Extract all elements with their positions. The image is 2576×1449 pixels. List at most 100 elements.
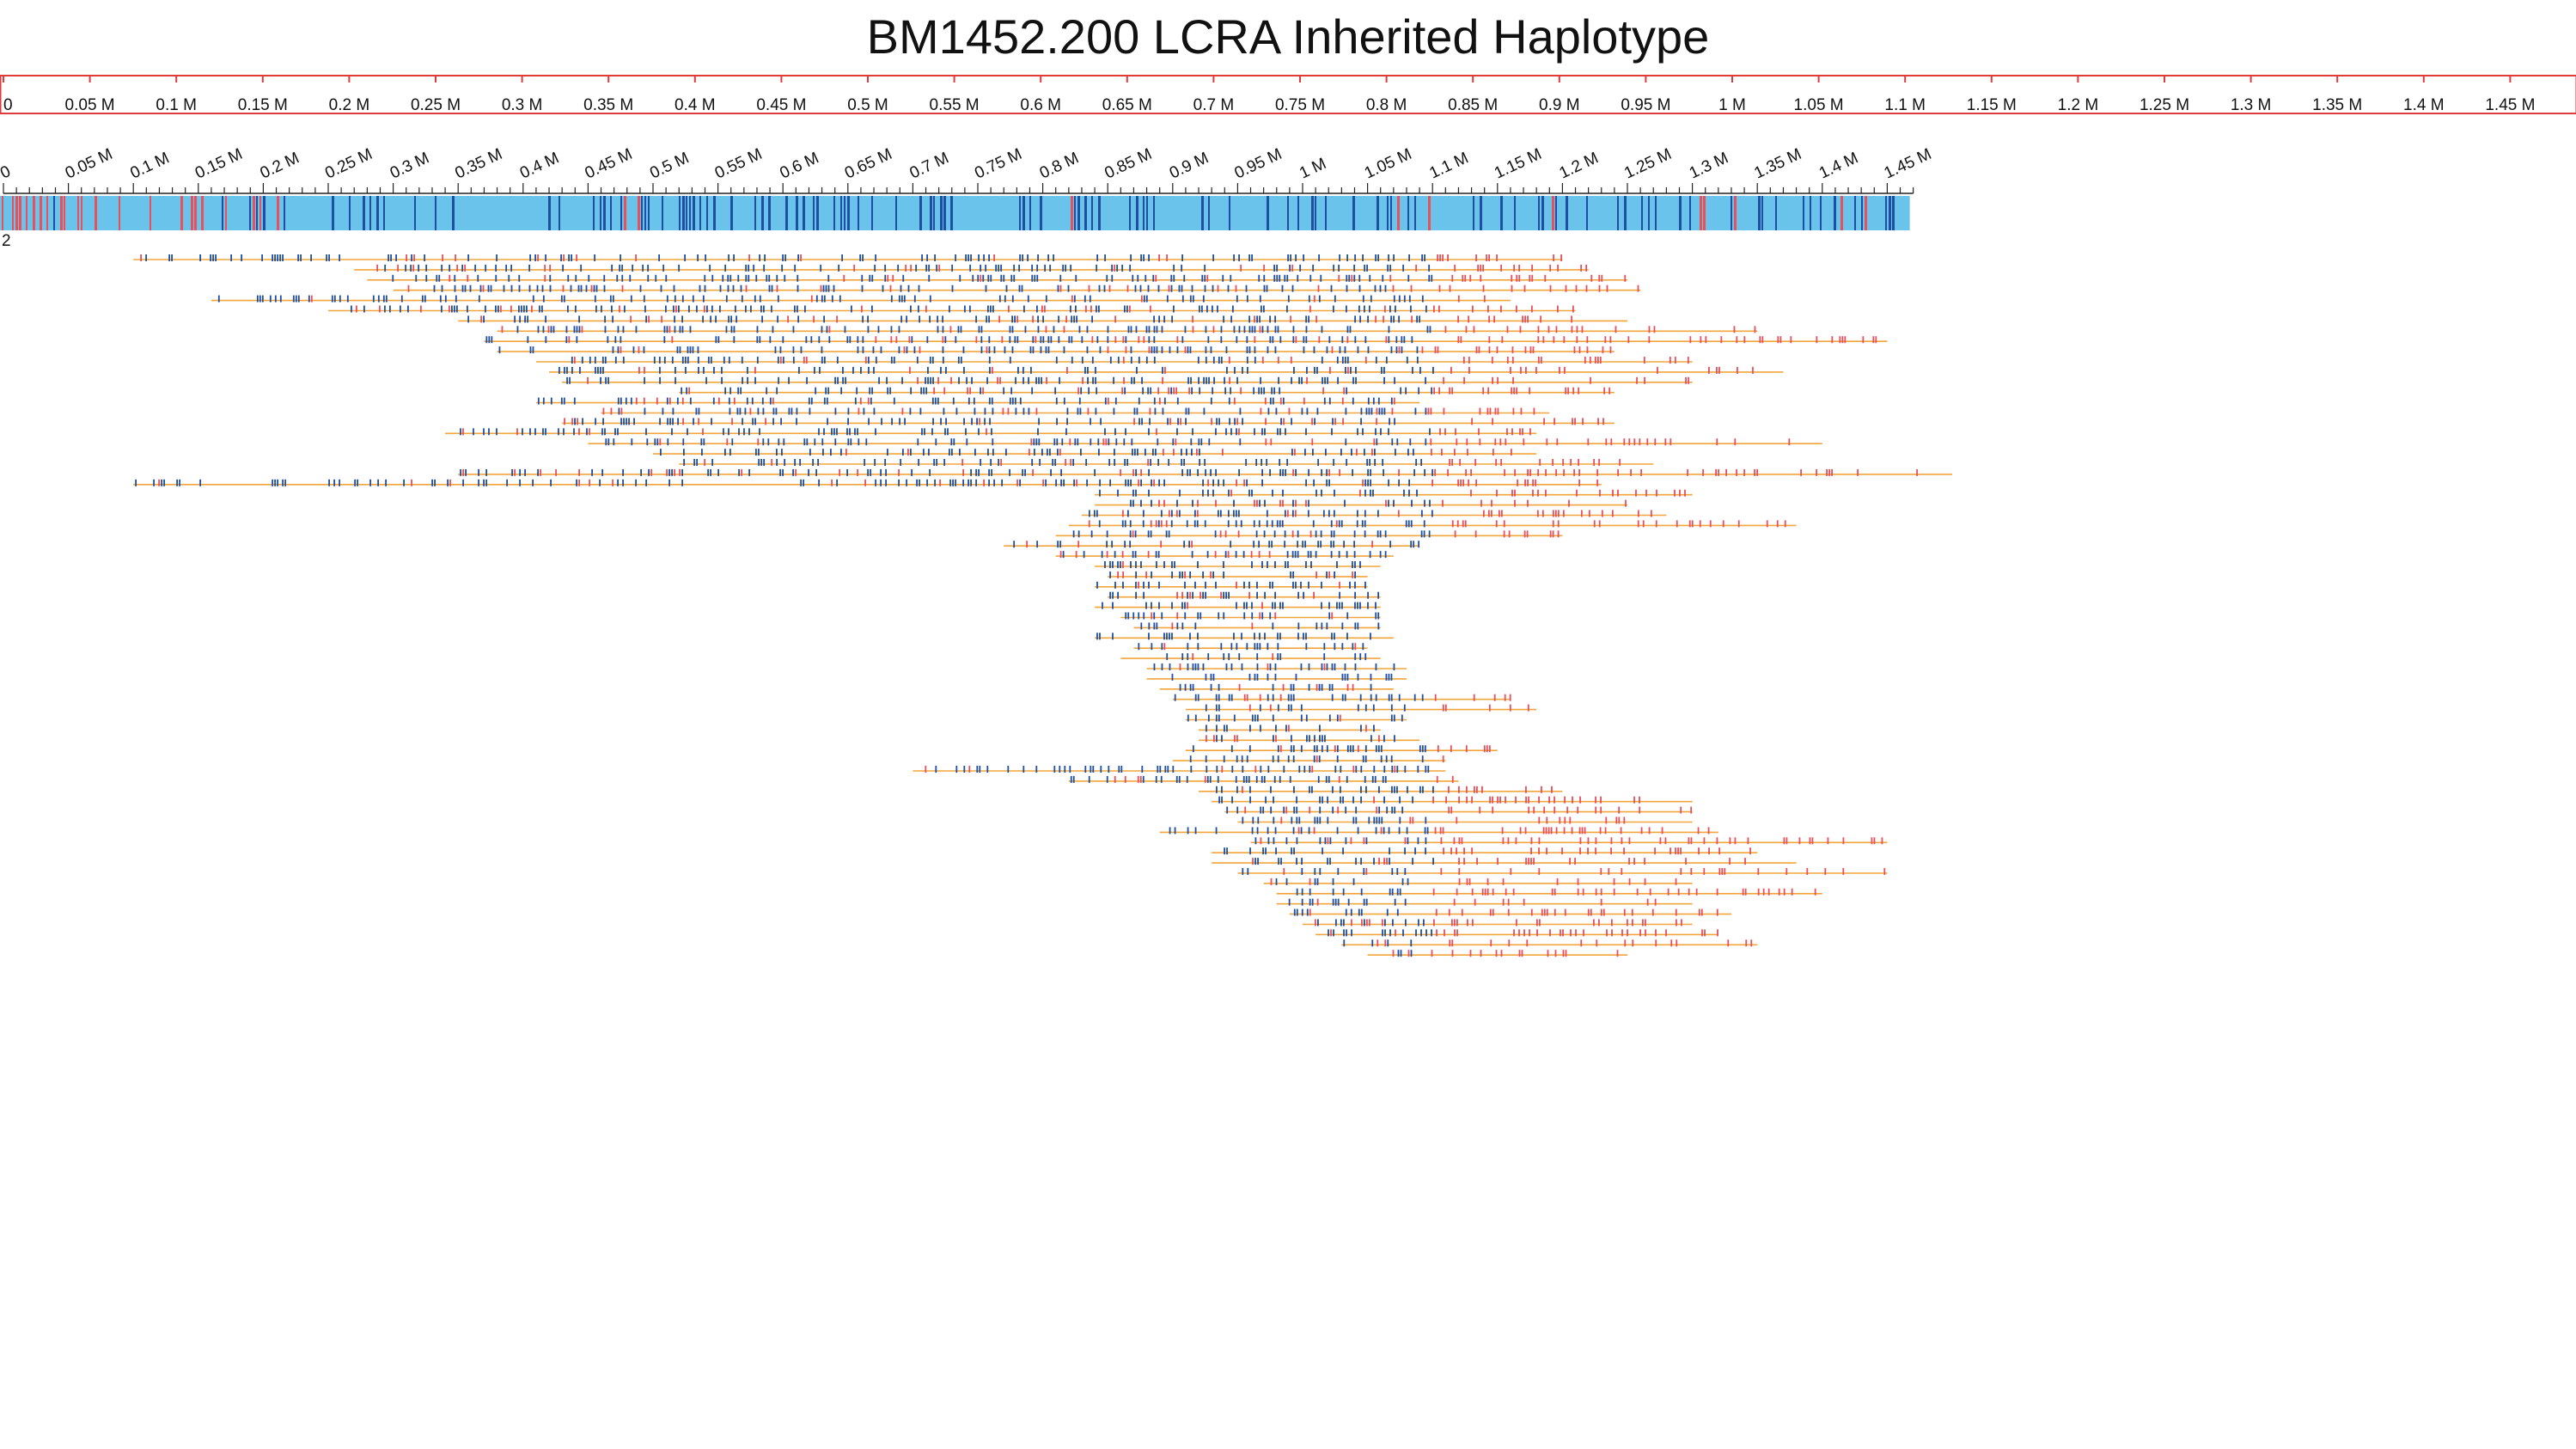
read-variant-tick (1258, 520, 1261, 528)
read-variant-tick (1328, 336, 1331, 344)
read-variant-tick (1665, 929, 1667, 937)
read-variant-tick (1698, 908, 1700, 916)
read-variant-tick (547, 326, 550, 333)
haplotype-bar-fill (0, 196, 1910, 230)
read-variant-tick (1395, 449, 1396, 456)
read-variant-tick (1166, 254, 1168, 261)
read-variant-tick (1492, 418, 1493, 425)
read-variant-tick (1145, 295, 1148, 303)
read-variant-tick (1273, 775, 1276, 783)
read-variant-tick (772, 407, 775, 415)
read-variant-tick (576, 336, 578, 344)
read-variant-tick (1596, 939, 1598, 947)
read-variant-tick (831, 295, 833, 303)
read-variant-tick (1499, 438, 1502, 446)
read-variant-tick (1697, 827, 1700, 835)
read-variant-tick (1124, 387, 1126, 394)
read-variant-tick (1346, 274, 1348, 282)
read-variant-tick (1407, 449, 1409, 456)
read-variant-tick (681, 387, 683, 394)
read-variant-tick (496, 428, 497, 436)
read-variant-tick (1416, 489, 1418, 497)
read-variant-tick (1246, 346, 1248, 354)
read-variant-tick (1221, 735, 1223, 743)
read-variant-tick (951, 284, 954, 292)
read-variant-tick (1172, 438, 1175, 446)
read-variant-tick (1022, 254, 1023, 261)
read-variant-tick (1487, 305, 1489, 313)
read-variant-tick (1560, 929, 1561, 937)
read-variant-tick (1315, 571, 1317, 578)
read-variant-tick (1251, 561, 1253, 568)
read-variant-tick (702, 315, 704, 323)
read-variant-tick (1420, 510, 1423, 517)
read-variant-tick (1011, 295, 1014, 303)
read-variant-tick (1203, 407, 1206, 415)
read-variant-tick (612, 479, 613, 486)
read-variant-tick (1150, 305, 1151, 313)
read-variant-tick (1106, 530, 1108, 538)
read-variant-tick (1273, 816, 1275, 824)
read-variant-tick (999, 376, 1001, 384)
read-variant-tick (1184, 612, 1187, 620)
read-variant-tick (1437, 254, 1438, 261)
read-variant-tick (518, 284, 521, 292)
read-variant-tick (1538, 837, 1541, 845)
read-variant-tick (1346, 683, 1349, 691)
read-variant-tick (1389, 847, 1390, 855)
read-variant-tick (1724, 868, 1726, 875)
read-variant-tick (1416, 315, 1418, 323)
read-variant-tick (776, 387, 778, 394)
haplotype-variant (1555, 196, 1557, 230)
read-variant-tick (1070, 459, 1072, 466)
read-variant-tick (1448, 786, 1450, 793)
read-variant-tick (1345, 908, 1347, 916)
read-variant-tick (1675, 908, 1677, 916)
read-variant-tick (1168, 284, 1170, 292)
read-variant-tick (1380, 428, 1382, 436)
read-variant-tick (1391, 407, 1394, 415)
read-variant-tick (1373, 816, 1376, 824)
read-variant-tick (614, 428, 616, 436)
read-variant-tick (935, 766, 937, 773)
read-variant-tick (1478, 346, 1480, 354)
read-variant-tick (1387, 939, 1389, 947)
read-variant-tick (1604, 827, 1607, 835)
read-variant-tick (827, 387, 830, 394)
read-variant-tick (573, 428, 575, 436)
read-variant-tick (775, 407, 778, 415)
read-variant-tick (1334, 633, 1335, 640)
read-variant-tick (768, 274, 771, 282)
read-variant-tick (1744, 858, 1746, 865)
read-variant-tick (1248, 775, 1250, 783)
read-variant-tick (1617, 468, 1619, 476)
read-variant-tick (867, 397, 870, 405)
read-variant-tick (1077, 541, 1080, 548)
read-variant-tick (1433, 387, 1436, 394)
read-variant-tick (1070, 264, 1072, 272)
top-scale-label: 1.4 M (2403, 96, 2445, 114)
read-variant-tick (1205, 357, 1207, 364)
read-variant-tick (660, 284, 662, 292)
read-variant-tick (675, 376, 676, 384)
read-variant-tick (1370, 694, 1372, 701)
read-variant-tick (1691, 520, 1694, 528)
read-variant-tick (1204, 775, 1206, 783)
read-variant-tick (635, 254, 637, 261)
read-variant-tick (541, 305, 543, 313)
read-variant-tick (1312, 449, 1314, 456)
read-variant-tick (1160, 541, 1163, 548)
read-variant-tick (1142, 510, 1145, 517)
read-variant-tick (1380, 755, 1383, 763)
read-variant-tick (1178, 284, 1181, 292)
read-variant-tick (747, 366, 748, 374)
read-variant-tick (1223, 561, 1224, 568)
read-variant-tick (1757, 888, 1760, 896)
read-variant-tick (282, 254, 284, 261)
read-variant-tick (462, 468, 464, 476)
read-variant-tick (1549, 530, 1552, 538)
read-variant-tick (751, 397, 754, 405)
read-variant-tick (1578, 346, 1581, 354)
read-variant-tick (925, 766, 927, 773)
read-variant-tick (1582, 888, 1584, 896)
